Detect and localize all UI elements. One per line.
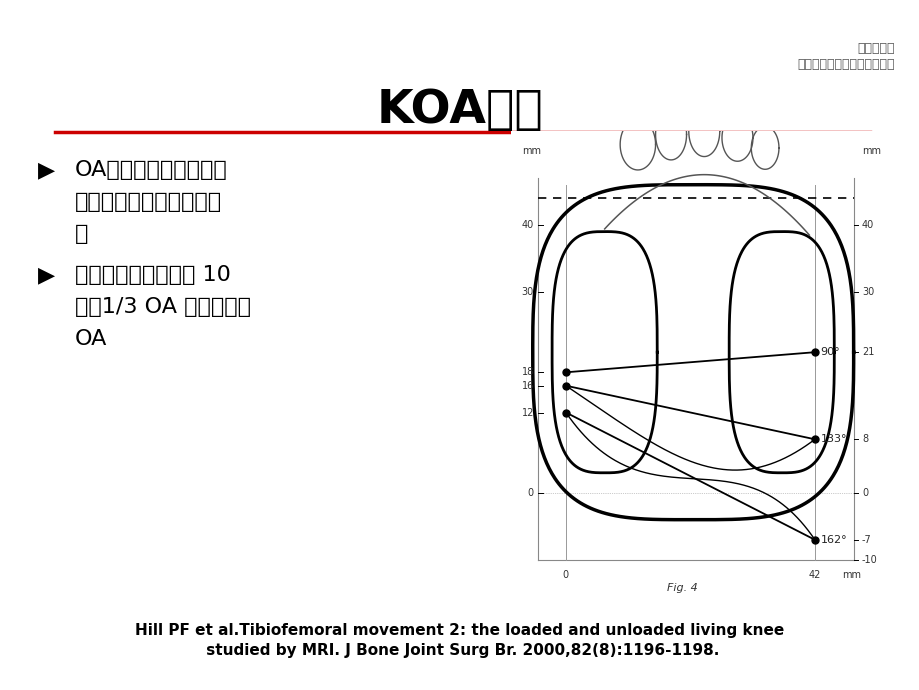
Text: 90°: 90° (820, 347, 839, 357)
Text: 0: 0 (528, 488, 533, 498)
Text: 内侧是外侧间室型的 10: 内侧是外侧间室型的 10 (75, 265, 231, 285)
Text: 中南大学湘雅医学院附属海口: 中南大学湘雅医学院附属海口 (797, 58, 894, 71)
Text: 0: 0 (861, 488, 868, 498)
Text: Hill PF et al.Tibiofemoral movement 2: the loaded and unloaded living knee: Hill PF et al.Tibiofemoral movement 2: t… (135, 623, 784, 638)
Text: 8: 8 (861, 434, 868, 444)
Text: 42: 42 (808, 570, 821, 580)
Text: -7: -7 (861, 535, 871, 545)
Text: ▶: ▶ (38, 265, 55, 285)
Text: 16: 16 (521, 381, 533, 391)
Text: 40: 40 (861, 220, 873, 230)
Text: 30: 30 (521, 287, 533, 297)
Text: KOA分型: KOA分型 (376, 88, 543, 133)
Text: mm: mm (861, 146, 880, 156)
Text: 12: 12 (521, 408, 533, 417)
Text: mm: mm (521, 146, 540, 156)
Text: 30: 30 (861, 287, 873, 297)
Text: -10: -10 (861, 555, 877, 565)
Text: 0: 0 (562, 570, 568, 580)
Text: 133°: 133° (820, 434, 846, 444)
Text: OA: OA (75, 329, 108, 349)
Text: 18: 18 (521, 367, 533, 377)
Text: 型: 型 (75, 224, 88, 244)
Text: 162°: 162° (820, 535, 846, 545)
Text: 倍，1/3 OA 为内侧间室: 倍，1/3 OA 为内侧间室 (75, 297, 251, 317)
Text: Fig. 4: Fig. 4 (666, 583, 697, 593)
Text: 海口市人医: 海口市人医 (857, 42, 894, 55)
Text: mm: mm (842, 570, 861, 580)
Text: 40: 40 (521, 220, 533, 230)
Text: 型、内侧间室型、全关节: 型、内侧间室型、全关节 (75, 192, 221, 212)
Text: ▶: ▶ (38, 160, 55, 180)
Text: studied by MRI. J Bone Joint Surg Br. 2000,82(8):1196-1198.: studied by MRI. J Bone Joint Surg Br. 20… (200, 643, 719, 658)
Text: OA：髄股型、外侧间室: OA：髄股型、外侧间室 (75, 160, 228, 180)
Text: 21: 21 (861, 347, 873, 357)
